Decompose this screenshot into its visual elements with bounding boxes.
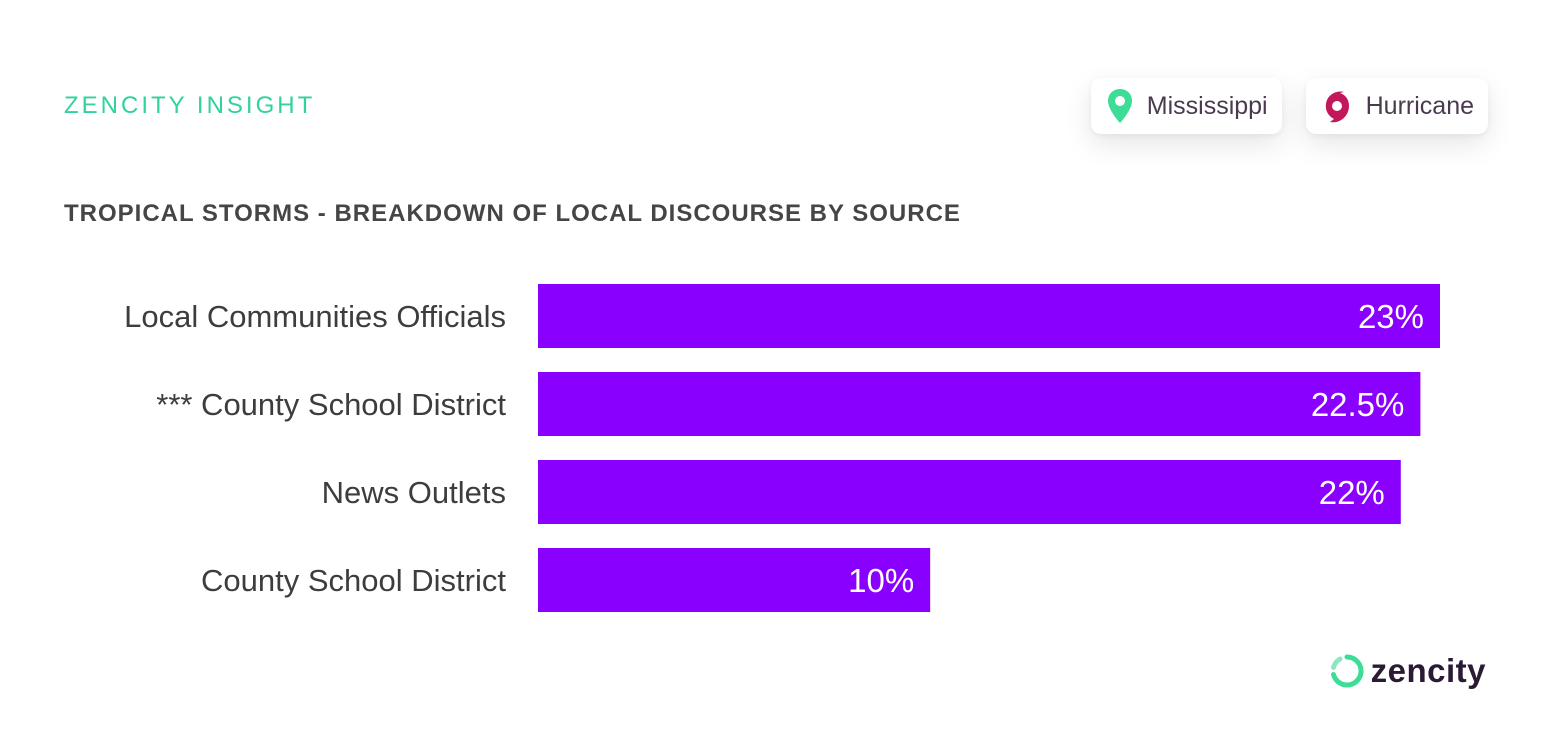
bar: [538, 548, 931, 612]
insight-label: ZENCITY INSIGHT: [64, 92, 316, 119]
category-label: County School District: [201, 563, 506, 598]
tag-group: Mississippi Hurricane: [1090, 78, 1488, 134]
brand-logo: zencity: [1329, 652, 1486, 690]
category-label: *** County School District: [156, 387, 506, 422]
bar: [538, 460, 1401, 524]
category-label: News Outlets: [322, 475, 506, 510]
bar-value-label: 22.5%: [1311, 386, 1405, 423]
bar-value-label: 22%: [1319, 474, 1385, 511]
bar-value-label: 10%: [848, 562, 914, 599]
location-tag[interactable]: Mississippi: [1090, 78, 1282, 134]
chart-title: TROPICAL STORMS - BREAKDOWN OF LOCAL DIS…: [64, 200, 961, 227]
zencity-logo-icon: [1330, 654, 1364, 688]
bar-value-label: 23%: [1358, 298, 1424, 335]
location-tag-label: Mississippi: [1146, 91, 1268, 120]
category-label: Local Communities Officials: [124, 299, 506, 334]
hurricane-icon: [1325, 91, 1349, 123]
brand-name: zencity: [1370, 652, 1486, 689]
topic-tag-label: Hurricane: [1365, 91, 1474, 120]
bar: [538, 284, 1440, 348]
topic-tag[interactable]: Hurricane: [1305, 78, 1488, 134]
bar: [538, 372, 1421, 436]
location-pin-icon: [1107, 89, 1132, 123]
